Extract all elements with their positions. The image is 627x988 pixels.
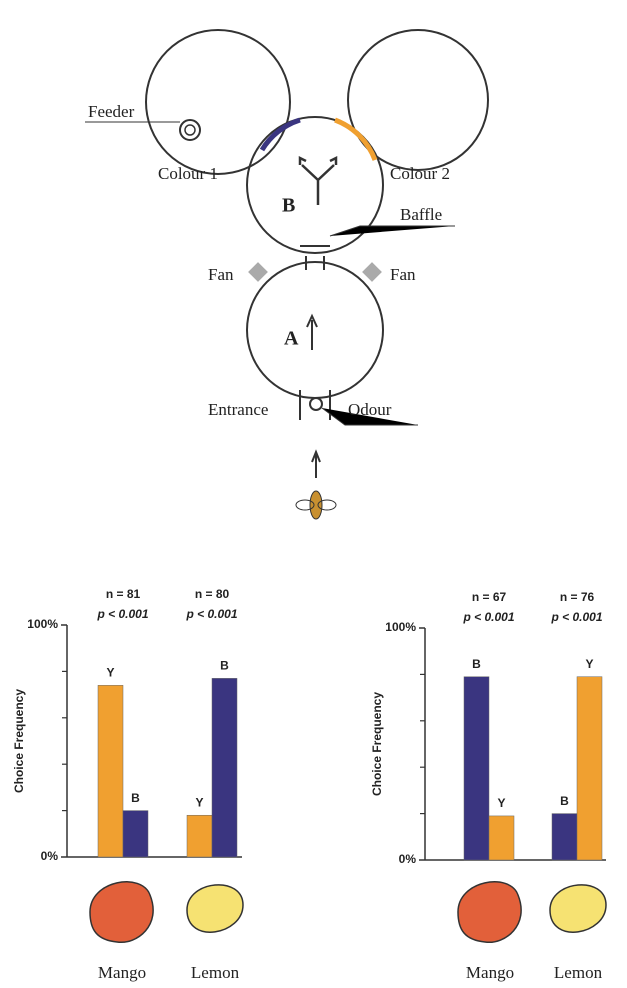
colour-2-patch xyxy=(335,120,375,160)
stat-n: n = 76 xyxy=(560,590,595,604)
diagram-label: Feeder xyxy=(88,102,135,121)
bar-series-label: B xyxy=(560,794,569,808)
x-tick-label: Mango xyxy=(98,963,146,982)
feeder-icon xyxy=(180,120,200,140)
bar-series-label: B xyxy=(131,791,140,805)
diagram-label: Colour 2 xyxy=(390,164,450,183)
y-tick-label: 100% xyxy=(27,617,58,631)
apparatus xyxy=(85,30,488,519)
baffle-leader xyxy=(330,226,455,236)
diagram-label: Fan xyxy=(390,265,416,284)
bar xyxy=(187,815,212,857)
feeder-icon xyxy=(185,125,195,135)
chamber-left xyxy=(146,30,290,174)
bar xyxy=(577,677,602,860)
choice-arrows xyxy=(300,158,336,205)
stat-p: p < 0.001 xyxy=(185,607,237,621)
bar xyxy=(552,814,577,860)
fan-left-icon xyxy=(248,262,268,282)
diagram-label: Odour xyxy=(348,400,392,419)
odour-icon xyxy=(310,398,322,410)
stat-p: p < 0.001 xyxy=(96,607,148,621)
figure: Feeder Colour 1 Colour 2 B Baffle Fan Fa… xyxy=(0,0,627,988)
fan-right-icon xyxy=(362,262,382,282)
bar xyxy=(212,678,237,857)
bar xyxy=(123,811,148,857)
y-tick-label: 100% xyxy=(385,620,416,634)
diagram-label: Colour 1 xyxy=(158,164,218,183)
fruit xyxy=(458,882,521,942)
baffle-mark xyxy=(300,246,330,270)
x-tick-label: Lemon xyxy=(554,963,603,982)
bar-series-label: B xyxy=(472,657,481,671)
diagram-label: Baffle xyxy=(400,205,442,224)
bar xyxy=(98,685,123,857)
fruit xyxy=(187,885,243,932)
fruit xyxy=(550,885,606,932)
diagram-label: A xyxy=(284,328,299,350)
bar-series-label: Y xyxy=(195,795,203,809)
y-tick-label: 0% xyxy=(399,852,417,866)
bee-icon xyxy=(310,491,322,519)
chamber-a xyxy=(247,262,383,398)
x-tick-label: Lemon xyxy=(191,963,240,982)
y-axis-label: Choice Frequency xyxy=(370,692,384,796)
bar-series-label: Y xyxy=(106,665,114,679)
bar-series-label: Y xyxy=(585,657,593,671)
x-tick-label: Mango xyxy=(466,963,514,982)
diagram-label: Fan xyxy=(208,265,234,284)
fruit xyxy=(90,882,153,942)
stat-p: p < 0.001 xyxy=(462,610,514,624)
bar-series-label: Y xyxy=(497,796,505,810)
diagram-label: Entrance xyxy=(208,400,268,419)
bee-arrow xyxy=(312,452,320,478)
diagram-label: B xyxy=(282,195,295,217)
stat-n: n = 67 xyxy=(472,590,507,604)
flow-arrow xyxy=(307,316,317,350)
bar-series-label: B xyxy=(220,659,229,673)
y-axis-label: Choice Frequency xyxy=(12,689,26,793)
y-tick-label: 0% xyxy=(41,849,59,863)
entrance-mark xyxy=(300,390,330,420)
bar xyxy=(489,816,514,860)
stat-p: p < 0.001 xyxy=(550,610,602,624)
bar xyxy=(464,677,489,860)
stat-n: n = 81 xyxy=(106,587,141,601)
stat-n: n = 80 xyxy=(195,587,230,601)
